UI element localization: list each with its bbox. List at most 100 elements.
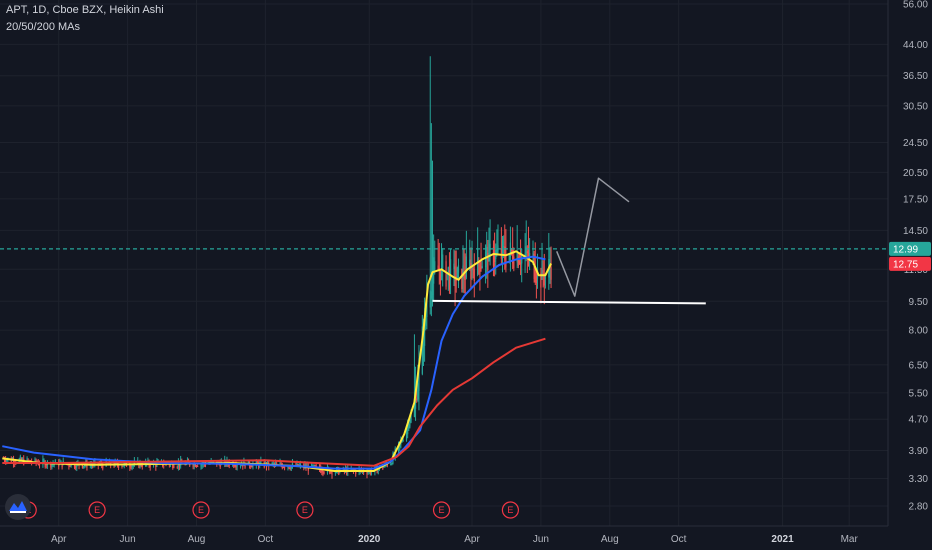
time-scale[interactable]: Apr Jun Aug Oct 2020 Apr Jun Aug Oct 2021 Mar (0, 525, 888, 550)
price-scale[interactable]: 56.00 44.00 36.50 30.50 24.50 20.50 17.50 14.50… (887, 0, 932, 550)
price-badges: 12.99 12.75 (889, 241, 931, 271)
candle-body (12, 459, 15, 464)
candle-body (487, 252, 489, 270)
candle-body (492, 246, 495, 266)
candle-body (315, 465, 317, 467)
symbol-header[interactable]: APT, 1D, Cboe BZX, Heikin Ashi (6, 4, 164, 16)
candle-body (390, 463, 392, 465)
candle-body (431, 272, 434, 296)
candle-body (50, 463, 52, 468)
candle-body (272, 463, 274, 465)
candle-body (442, 254, 444, 269)
candle-body (542, 270, 544, 276)
ma20-line[interactable] (2, 250, 552, 472)
candle-body (82, 466, 85, 468)
candle-body (417, 383, 419, 400)
price-tick-label: 24.50 (903, 138, 928, 149)
candle-body (480, 267, 482, 269)
candle-body (464, 275, 466, 280)
earnings-marker-icon[interactable] (88, 501, 106, 519)
candle-body (279, 462, 281, 464)
candle-body (20, 458, 23, 461)
candle-body (290, 465, 292, 469)
price-tick-label: 56.00 (903, 0, 928, 11)
candle-body (369, 471, 371, 474)
candle-body (334, 472, 336, 474)
candle-body (42, 459, 44, 465)
candle-body (132, 464, 134, 467)
price-tick-label: 36.50 (903, 71, 928, 82)
candle-body (489, 243, 491, 251)
candle-body (472, 267, 474, 271)
candle-body (510, 249, 513, 251)
candle-body (453, 263, 455, 270)
candle-body (527, 252, 530, 261)
candle-body (517, 256, 519, 266)
time-tick-label: Jun (533, 534, 549, 545)
candle-body (130, 466, 132, 469)
candle-body (321, 469, 323, 473)
candle-body (176, 466, 178, 468)
candle-body (102, 464, 104, 469)
ma200-line[interactable] (2, 337, 546, 467)
candle-body (405, 428, 408, 441)
candle-body (447, 267, 449, 274)
candle-body (512, 249, 514, 264)
candle-body (121, 465, 123, 467)
candle-body (239, 465, 242, 467)
candle-body (409, 418, 411, 427)
price-tick-label: 8.00 (909, 326, 929, 337)
time-tick-label: Apr (464, 534, 480, 545)
indicator-header[interactable]: 20/50/200 MAs (6, 21, 80, 33)
candle-body (276, 463, 278, 465)
candle-body (501, 241, 504, 254)
candle-body (486, 246, 488, 260)
candle-body (347, 467, 349, 472)
candle-body (484, 251, 487, 268)
candle-body (439, 269, 442, 284)
candle-body (418, 358, 420, 392)
candle-body (235, 465, 237, 468)
candle-body (331, 471, 333, 475)
candle-body (299, 463, 301, 466)
earnings-marker-icon[interactable] (296, 501, 314, 519)
earnings-marker-icon[interactable] (192, 501, 210, 519)
candle-body (27, 459, 29, 461)
candle-body (210, 460, 212, 464)
candle-body (430, 291, 432, 299)
candle-body (550, 267, 552, 280)
price-tick-label: 30.50 (903, 101, 928, 112)
candle-body (534, 265, 536, 283)
price-tick-label: 3.90 (909, 446, 929, 457)
candle-body (251, 465, 253, 468)
candle-body (500, 248, 502, 259)
candle-body (250, 464, 252, 468)
earnings-marker-label: E (198, 505, 204, 515)
candle-body (287, 466, 289, 468)
earnings-marker-icon[interactable] (501, 501, 520, 519)
forecast-path-line[interactable] (556, 177, 630, 297)
candle-body (426, 298, 428, 318)
candle-body (26, 458, 28, 462)
candle-body (38, 463, 41, 465)
candle-body (178, 464, 181, 467)
candle-body (471, 264, 473, 271)
candle-body (488, 239, 490, 262)
earnings-marker-label: E (507, 505, 513, 515)
candle-body (172, 463, 174, 468)
candle-body (192, 463, 194, 468)
candle-body (465, 256, 467, 278)
candle-body (330, 471, 332, 473)
support-line[interactable] (432, 299, 706, 305)
candle-body (260, 460, 262, 464)
candle-body (289, 467, 291, 470)
candle-body (195, 465, 198, 467)
earnings-markers[interactable]: EEEEEE (19, 501, 520, 519)
price-tick-label: 2.80 (909, 502, 929, 513)
candle-body (256, 462, 259, 464)
earnings-marker-icon[interactable] (432, 501, 451, 519)
candle-body (504, 246, 506, 260)
tradingview-logo-icon[interactable] (5, 494, 31, 520)
candle-body (73, 464, 76, 468)
